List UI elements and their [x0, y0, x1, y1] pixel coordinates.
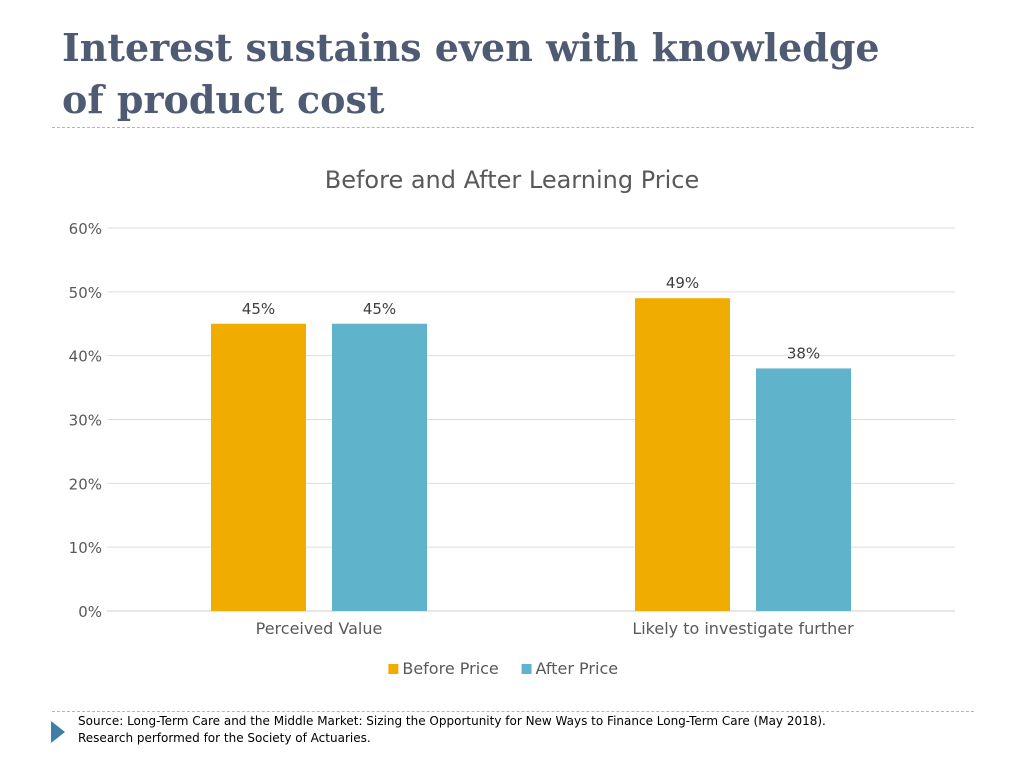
y-tick-label: 50% [69, 284, 102, 302]
bar-after-price [756, 368, 851, 611]
slide-title-line-1: Interest sustains even with knowledge [62, 25, 880, 70]
legend-swatch [388, 664, 399, 674]
chart-title: Before and After Learning Price [325, 166, 700, 194]
y-tick-label: 40% [69, 348, 102, 366]
y-tick-label: 0% [78, 603, 102, 621]
legend-swatch [521, 664, 532, 674]
source-line-2: Research performed for the Society of Ac… [78, 731, 371, 745]
slide-title: Interest sustains even with knowledge of… [62, 22, 982, 126]
title-divider [52, 127, 974, 128]
data-label: 45% [363, 300, 396, 318]
legend-label: After Price [536, 659, 619, 678]
x-category-label: Likely to investigate further [632, 619, 854, 638]
y-tick-label: 30% [69, 412, 102, 430]
x-category-label: Perceived Value [256, 619, 383, 638]
data-label: 49% [666, 274, 699, 292]
bar-chart: Before and After Learning Price 0% 10% 20% 3… [69, 166, 955, 678]
footer-divider [52, 711, 974, 712]
bar-before-price [635, 298, 730, 611]
bar-before-price [211, 323, 306, 611]
data-label: 45% [242, 300, 275, 318]
source-note: Source: Long-Term Care and the Middle Ma… [78, 713, 978, 747]
source-line-1: Source: Long-Term Care and the Middle Ma… [78, 714, 826, 728]
slide-title-line-2: of product cost [62, 77, 385, 122]
y-tick-label: 10% [69, 539, 102, 557]
legend-label: Before Price [402, 659, 498, 678]
data-label: 38% [787, 344, 820, 362]
y-tick-label: 60% [69, 220, 102, 238]
bar-after-price [332, 323, 427, 611]
y-tick-label: 20% [69, 475, 102, 493]
triangle-bullet-icon [51, 721, 65, 743]
